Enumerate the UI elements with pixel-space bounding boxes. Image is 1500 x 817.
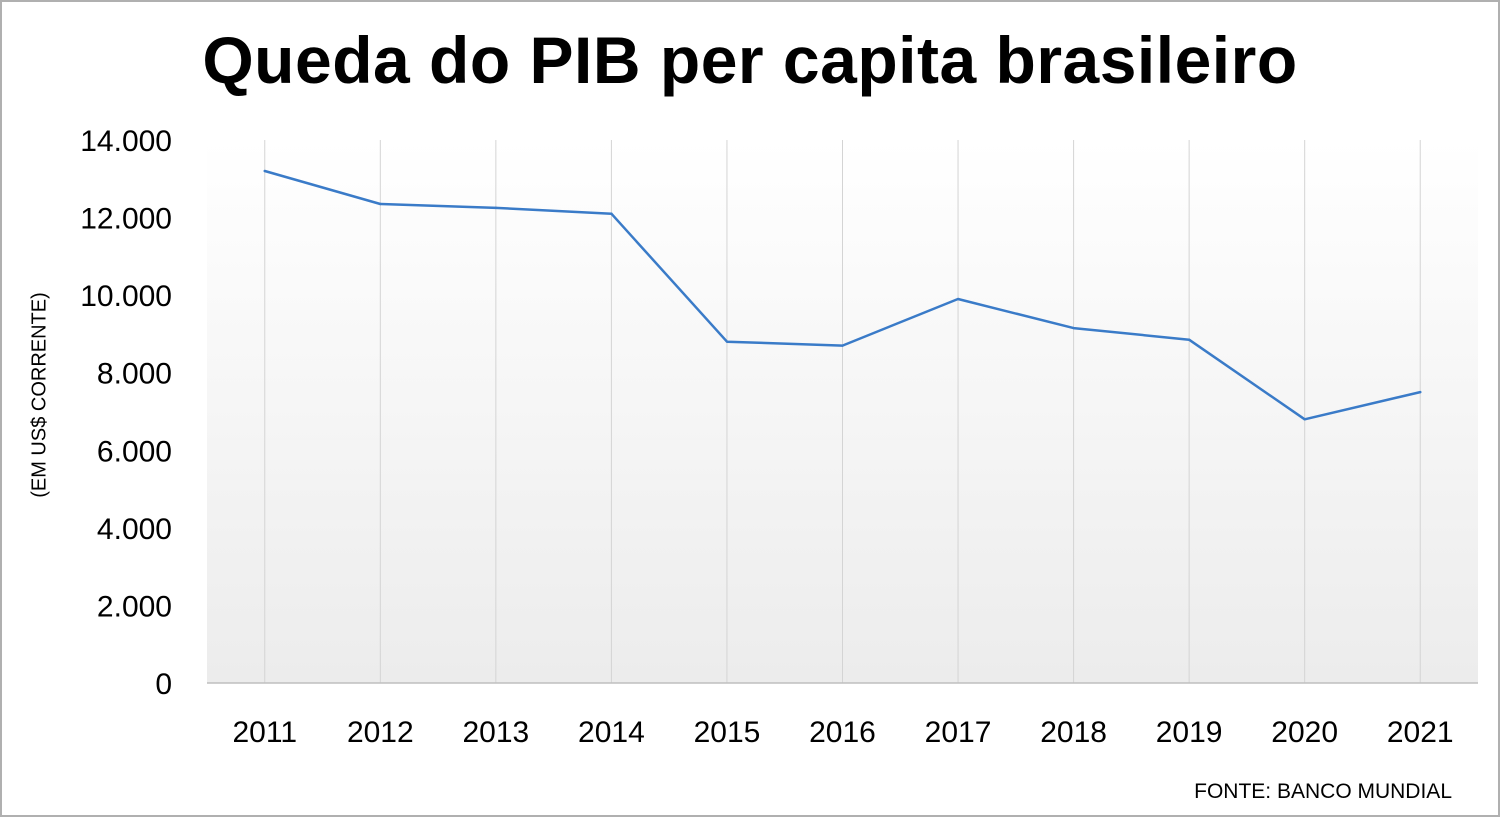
x-tick-label: 2018 (1040, 716, 1107, 749)
data-point-2012 (379, 202, 382, 206)
data-point-2020 (1303, 418, 1306, 421)
series-layer (263, 169, 1422, 421)
y-tick-label: 6.000 (97, 435, 172, 468)
x-tick-label: 2013 (462, 716, 529, 749)
y-tick-label: 8.000 (97, 358, 172, 391)
chart-title: Queda do PIB per capita brasileiro (202, 23, 1298, 97)
data-point-2021 (1419, 390, 1422, 394)
source-note: FONTE: BANCO MUNDIAL (1194, 780, 1452, 803)
data-point-2014 (610, 212, 613, 215)
data-point-2019 (1187, 338, 1191, 341)
x-tick-label: 2016 (809, 716, 876, 749)
y-tick-label: 10.000 (80, 280, 172, 313)
data-point-2013 (494, 206, 498, 210)
y-tick-label: 0 (155, 668, 172, 701)
data-point-2011 (263, 169, 266, 173)
y-tick-label: 2.000 (97, 590, 172, 623)
y-tick-label: 12.000 (80, 203, 172, 236)
x-axis-ticks: 2011 2012 2013 2014 2015 2016 2017 2018 2019 2020… (233, 716, 1454, 749)
y-tick-label: 14.000 (80, 125, 172, 158)
x-tick-label: 2017 (925, 716, 992, 749)
gridlines (264, 140, 1421, 683)
x-tick-label: 2019 (1156, 716, 1223, 749)
x-tick-label: 2014 (578, 716, 645, 749)
data-point-2015 (725, 340, 729, 343)
y-tick-label: 4.000 (97, 513, 172, 546)
data-point-2016 (841, 344, 844, 347)
data-point-2018 (1072, 326, 1075, 330)
x-tick-label: 2021 (1387, 716, 1454, 749)
x-tick-label: 2012 (347, 716, 414, 749)
x-tick-label: 2020 (1271, 716, 1338, 749)
x-tick-label: 2011 (233, 716, 298, 749)
x-tick-label: 2015 (694, 716, 761, 749)
data-point-2017 (956, 297, 960, 301)
y-axis-ticks: 0 2.000 4.000 6.000 8.000 10.000 12.000 14.000 (80, 125, 172, 701)
